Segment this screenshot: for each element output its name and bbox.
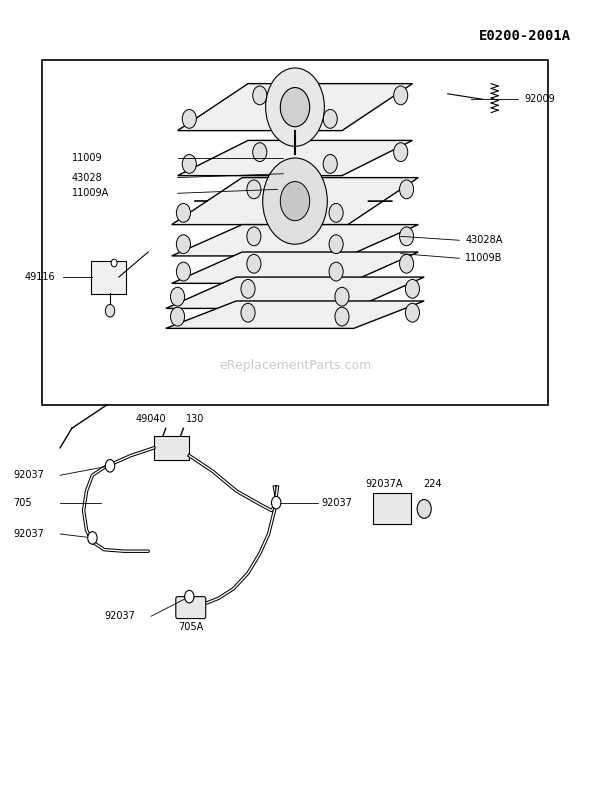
Circle shape bbox=[280, 87, 310, 127]
Text: 92037: 92037 bbox=[13, 529, 44, 539]
Circle shape bbox=[106, 460, 114, 472]
Circle shape bbox=[266, 68, 324, 146]
Text: 130: 130 bbox=[186, 414, 204, 424]
Circle shape bbox=[176, 235, 191, 254]
Circle shape bbox=[329, 263, 343, 281]
Text: 92037: 92037 bbox=[13, 470, 44, 480]
Text: 92009: 92009 bbox=[524, 94, 555, 105]
Polygon shape bbox=[178, 83, 412, 130]
Circle shape bbox=[185, 590, 194, 603]
Circle shape bbox=[247, 227, 261, 246]
Text: 92037: 92037 bbox=[322, 498, 352, 508]
Circle shape bbox=[394, 86, 408, 105]
Polygon shape bbox=[172, 252, 418, 283]
FancyBboxPatch shape bbox=[373, 494, 411, 523]
Text: 92037A: 92037A bbox=[365, 479, 403, 489]
FancyBboxPatch shape bbox=[42, 61, 548, 405]
Circle shape bbox=[241, 280, 255, 298]
Circle shape bbox=[399, 227, 414, 246]
Polygon shape bbox=[166, 277, 424, 308]
Circle shape bbox=[323, 109, 337, 128]
FancyBboxPatch shape bbox=[176, 597, 206, 619]
Circle shape bbox=[335, 307, 349, 326]
Text: 49116: 49116 bbox=[25, 272, 55, 282]
Circle shape bbox=[253, 143, 267, 162]
Circle shape bbox=[247, 180, 261, 199]
Text: E0200-2001A: E0200-2001A bbox=[479, 29, 571, 42]
Text: 224: 224 bbox=[423, 479, 442, 489]
Circle shape bbox=[171, 287, 185, 306]
Text: 43028: 43028 bbox=[72, 173, 103, 182]
Text: 705A: 705A bbox=[178, 622, 203, 632]
Circle shape bbox=[253, 86, 267, 105]
Circle shape bbox=[263, 158, 327, 244]
Polygon shape bbox=[166, 301, 424, 329]
Circle shape bbox=[247, 255, 261, 274]
Circle shape bbox=[271, 497, 281, 509]
Polygon shape bbox=[172, 178, 418, 225]
Text: 11009B: 11009B bbox=[466, 253, 503, 263]
Text: 11009A: 11009A bbox=[72, 189, 109, 198]
Polygon shape bbox=[178, 141, 412, 175]
Circle shape bbox=[182, 155, 196, 173]
Circle shape bbox=[176, 204, 191, 222]
Polygon shape bbox=[154, 436, 189, 460]
Text: 43028A: 43028A bbox=[466, 235, 503, 245]
Circle shape bbox=[399, 180, 414, 199]
Text: eReplacementParts.com: eReplacementParts.com bbox=[219, 359, 371, 372]
Circle shape bbox=[394, 143, 408, 162]
Circle shape bbox=[241, 303, 255, 322]
Circle shape bbox=[182, 109, 196, 128]
Circle shape bbox=[329, 235, 343, 254]
Circle shape bbox=[323, 155, 337, 173]
Circle shape bbox=[335, 287, 349, 306]
Circle shape bbox=[280, 182, 310, 221]
Polygon shape bbox=[172, 225, 418, 256]
Circle shape bbox=[329, 204, 343, 222]
Text: 11009: 11009 bbox=[72, 153, 103, 163]
Circle shape bbox=[399, 255, 414, 274]
Circle shape bbox=[106, 304, 114, 317]
Circle shape bbox=[405, 280, 419, 298]
Circle shape bbox=[417, 500, 431, 518]
Circle shape bbox=[176, 263, 191, 281]
FancyBboxPatch shape bbox=[91, 262, 126, 294]
Circle shape bbox=[405, 303, 419, 322]
Text: 705: 705 bbox=[13, 498, 32, 508]
Circle shape bbox=[171, 307, 185, 326]
Circle shape bbox=[88, 531, 97, 544]
Text: 92037: 92037 bbox=[104, 612, 135, 621]
Circle shape bbox=[111, 259, 117, 267]
Text: 49040: 49040 bbox=[136, 414, 166, 424]
